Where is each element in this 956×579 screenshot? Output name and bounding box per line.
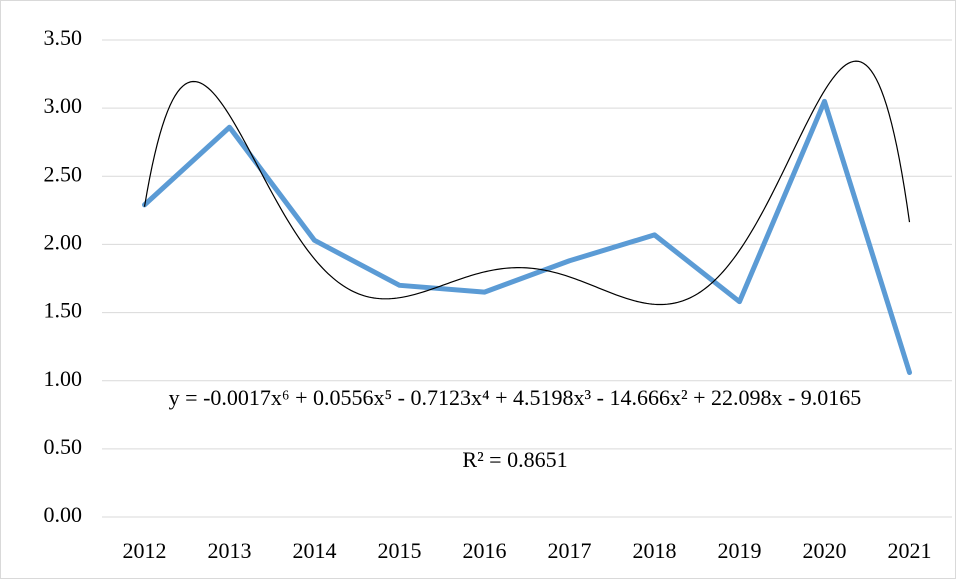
- trendline: [143, 60, 911, 306]
- x-tick-label: 2014: [293, 538, 337, 563]
- y-tick-label: 3.00: [44, 93, 83, 118]
- x-tick-label: 2017: [548, 538, 592, 563]
- x-tick-label: 2018: [633, 538, 677, 563]
- x-tick-label: 2016: [463, 538, 507, 563]
- y-tick-label: 3.50: [44, 25, 83, 50]
- x-tick-label: 2012: [123, 538, 167, 563]
- y-tick-label: 2.00: [44, 229, 83, 254]
- r-squared: R² = 0.8651: [462, 447, 568, 472]
- x-tick-label: 2013: [208, 538, 252, 563]
- trendline-equation: y = -0.0017x⁶ + 0.0556x⁵ - 0.7123x⁴ + 4.…: [168, 385, 862, 410]
- y-tick-label: 1.00: [44, 366, 83, 391]
- x-tick-label: 2015: [378, 538, 422, 563]
- x-tick-label: 2020: [803, 538, 847, 563]
- x-tick-label: 2021: [888, 538, 932, 563]
- y-tick-label: 2.50: [44, 161, 83, 186]
- y-tick-label: 1.50: [44, 298, 83, 323]
- x-tick-label: 2019: [718, 538, 762, 563]
- y-tick-label: 0.50: [44, 434, 83, 459]
- y-tick-label: 0.00: [44, 502, 83, 527]
- data-line: [142, 98, 912, 376]
